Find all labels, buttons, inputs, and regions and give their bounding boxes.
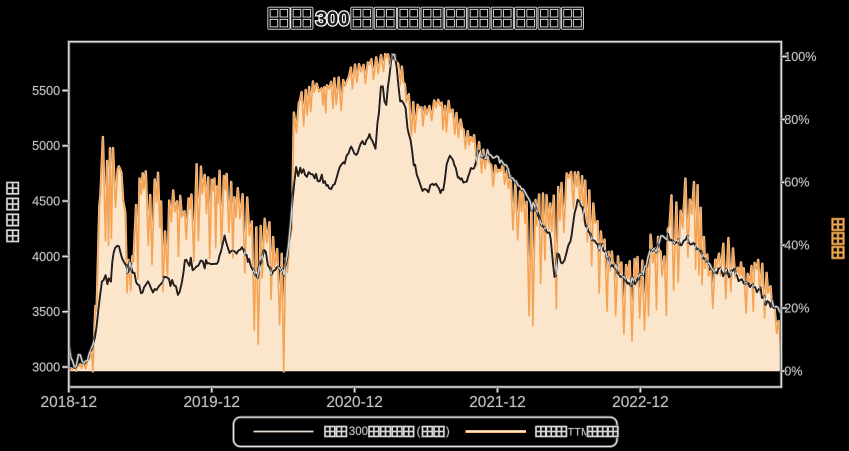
svg-text:TTM: TTM bbox=[568, 426, 591, 438]
svg-text:2021-12: 2021-12 bbox=[469, 394, 525, 411]
svg-text:2020-12: 2020-12 bbox=[326, 394, 382, 411]
svg-text:2018-12: 2018-12 bbox=[41, 394, 97, 411]
svg-text:4500: 4500 bbox=[32, 195, 60, 209]
svg-text:2019-12: 2019-12 bbox=[183, 394, 239, 411]
svg-text:4000: 4000 bbox=[32, 250, 60, 264]
svg-text:80%: 80% bbox=[784, 113, 809, 127]
svg-text:3500: 3500 bbox=[32, 305, 60, 319]
svg-text:5000: 5000 bbox=[32, 139, 60, 153]
svg-text:300: 300 bbox=[349, 426, 368, 438]
svg-text:40%: 40% bbox=[784, 239, 809, 253]
svg-text:300: 300 bbox=[316, 8, 350, 31]
svg-text:5500: 5500 bbox=[32, 84, 60, 98]
svg-text:2022-12: 2022-12 bbox=[612, 394, 668, 411]
svg-text:(: ( bbox=[417, 424, 421, 438]
svg-text:20%: 20% bbox=[784, 302, 809, 316]
svg-text:3000: 3000 bbox=[32, 360, 60, 374]
svg-text:60%: 60% bbox=[784, 176, 809, 190]
svg-text:): ) bbox=[446, 424, 450, 438]
svg-text:100%: 100% bbox=[784, 50, 816, 64]
svg-text:0%: 0% bbox=[784, 364, 802, 378]
